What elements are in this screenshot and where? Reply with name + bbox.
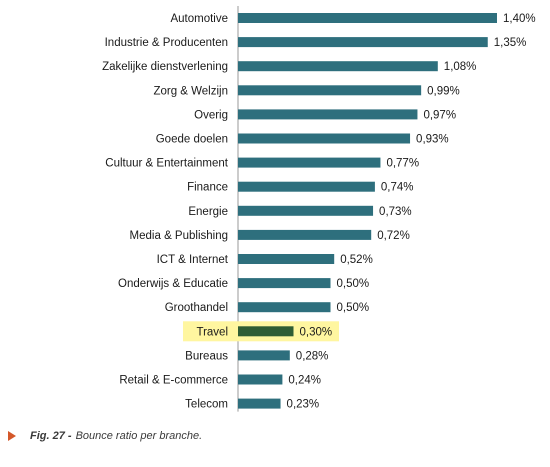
- value-label: 1,35%: [494, 37, 527, 49]
- value-label: 0,50%: [337, 302, 370, 314]
- bar: [238, 278, 331, 289]
- category-label: Goede doelen: [156, 134, 228, 146]
- bar: [238, 205, 374, 216]
- figure-label: Fig. 27 -: [30, 430, 72, 442]
- bar: [238, 133, 411, 144]
- category-label: Energie: [188, 206, 228, 218]
- category-label: Cultuur & Entertainment: [105, 158, 229, 170]
- category-label: Travel: [196, 326, 228, 338]
- category-label: Onderwijs & Educatie: [118, 278, 228, 290]
- category-label: Finance: [187, 182, 228, 194]
- value-label: 0,93%: [416, 134, 449, 146]
- value-label: 0,24%: [288, 375, 321, 387]
- category-label: Zorg & Welzijn: [153, 85, 228, 97]
- bar-chart: Automotive 1,40% Industrie & Producenten 1,…: [102, 6, 536, 412]
- bar: [238, 61, 438, 72]
- category-label: ICT & Internet: [157, 254, 229, 266]
- bar: [238, 398, 281, 409]
- category-label: Overig: [194, 109, 228, 121]
- bar: [238, 350, 290, 361]
- value-label: 0,30%: [300, 326, 333, 338]
- category-label: Automotive: [170, 13, 228, 25]
- bar: [238, 302, 331, 313]
- value-label: 1,40%: [503, 13, 536, 25]
- value-label: 0,72%: [377, 230, 410, 242]
- bar: [238, 254, 335, 264]
- value-label: 0,23%: [287, 399, 320, 411]
- value-label: 0,99%: [427, 85, 460, 97]
- bar: [238, 85, 422, 96]
- bar: [238, 37, 488, 48]
- value-label: 0,74%: [381, 182, 414, 194]
- value-label: 0,97%: [423, 109, 456, 121]
- category-label: Media & Publishing: [130, 230, 228, 242]
- value-label: 0,73%: [379, 206, 412, 218]
- value-label: 0,77%: [386, 158, 419, 170]
- value-label: 0,52%: [340, 254, 373, 266]
- bar: [238, 181, 375, 192]
- value-label: 0,28%: [296, 350, 329, 362]
- bar: [238, 13, 497, 23]
- figure-caption-text: Bounce ratio per branche.: [75, 430, 203, 442]
- bar: [238, 109, 418, 120]
- bar: [238, 157, 381, 168]
- bar: [238, 229, 372, 240]
- bar: [238, 326, 294, 337]
- category-label: Groothandel: [165, 302, 228, 314]
- category-label: Telecom: [185, 399, 228, 411]
- value-label: 0,50%: [337, 278, 370, 290]
- figure-caption: Fig. 27 - Bounce ratio per branche.: [8, 430, 202, 442]
- value-label: 1,08%: [444, 61, 477, 73]
- category-label: Zakelijke dienstverlening: [102, 61, 228, 73]
- category-label: Bureaus: [185, 350, 228, 362]
- category-label: Industrie & Producenten: [105, 37, 228, 49]
- triangle-right-icon: [8, 431, 16, 441]
- bar: [238, 374, 283, 385]
- category-label: Retail & E-commerce: [119, 375, 228, 387]
